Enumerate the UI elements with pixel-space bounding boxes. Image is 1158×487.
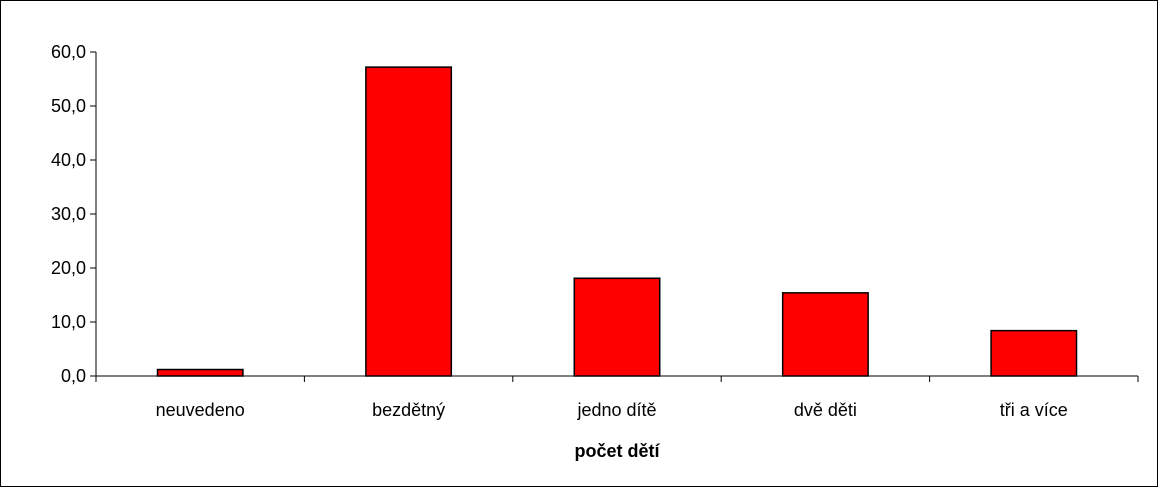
bar-2 bbox=[365, 66, 453, 377]
bar-4 bbox=[781, 292, 869, 377]
x-axis-title: počet dětí bbox=[574, 441, 660, 461]
bars bbox=[156, 66, 1078, 377]
x-axis-ticks bbox=[95, 376, 1139, 382]
y-tick-label: 0,0 bbox=[61, 366, 86, 386]
category-label: jedno dítě bbox=[576, 400, 656, 420]
category-label: neuvedeno bbox=[156, 400, 245, 420]
y-tick-label: 50,0 bbox=[51, 96, 86, 116]
category-labels: neuvedeno bezdětný jedno dítě dvě děti tři a… bbox=[156, 400, 1068, 420]
y-tick-label: 60,0 bbox=[51, 42, 86, 62]
y-tick-label: 30,0 bbox=[51, 204, 86, 224]
y-axis-ticks: 0,0 10,0 20,0 30,0 40,0 50,0 60,0 bbox=[51, 42, 96, 386]
category-label: dvě děti bbox=[794, 400, 857, 420]
bar-1 bbox=[156, 368, 244, 377]
category-label: bezdětný bbox=[372, 400, 445, 420]
bar-5 bbox=[990, 329, 1078, 377]
y-tick-label: 40,0 bbox=[51, 150, 86, 170]
y-tick-label: 20,0 bbox=[51, 258, 86, 278]
bar-3 bbox=[573, 277, 661, 377]
category-label: tři a více bbox=[1000, 400, 1068, 420]
y-tick-label: 10,0 bbox=[51, 312, 86, 332]
plot-area: 0,0 10,0 20,0 30,0 40,0 50,0 60,0 neuvedeno bez… bbox=[51, 42, 1139, 420]
